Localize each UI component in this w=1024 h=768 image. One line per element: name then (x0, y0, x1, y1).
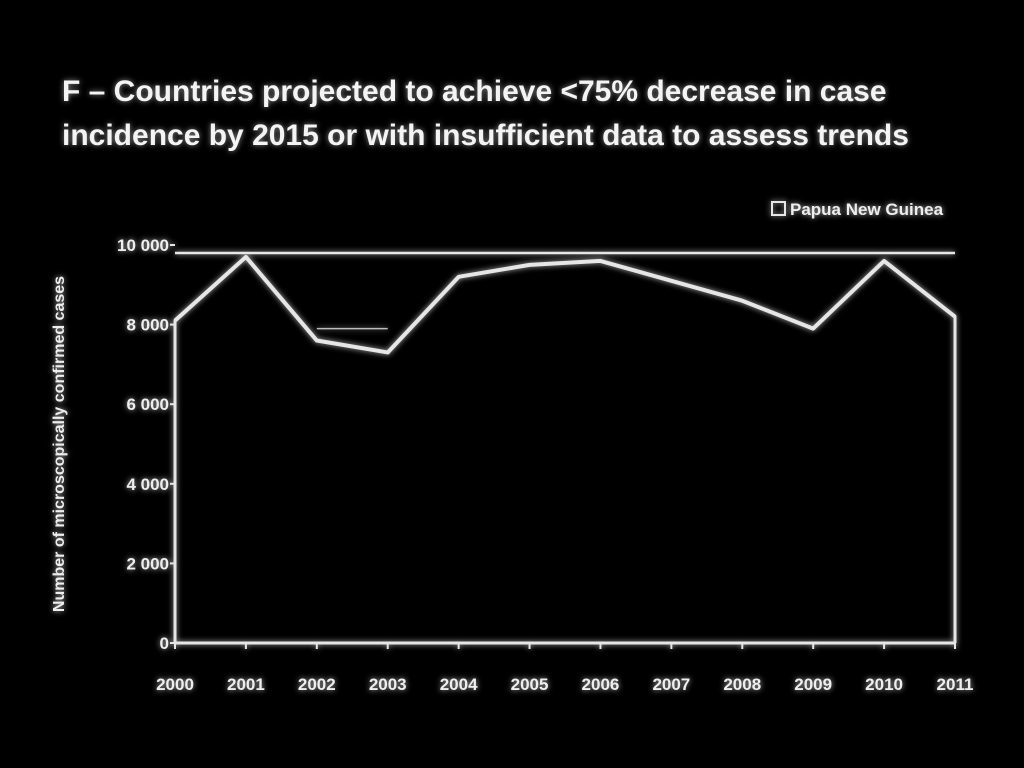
data-point (740, 299, 744, 303)
y-tick-label: 0 (160, 634, 169, 653)
chart-title-line-1: F – Countries projected to achieve <75% … (62, 75, 887, 108)
data-point (669, 279, 673, 283)
data-point (953, 315, 957, 319)
data-point (882, 259, 886, 263)
series-line-0 (173, 254, 957, 355)
y-tick-label: 4 000 (126, 475, 169, 494)
legend-swatch (771, 201, 786, 216)
y-axis-label: Number of microscopically confirmed case… (51, 276, 68, 612)
x-tick-label: 2001 (227, 675, 265, 694)
chart-title: F – Countries projected to achieve <75% … (62, 70, 962, 158)
legend-label: Papua New Guinea (790, 200, 944, 219)
y-tick-label: 10 000 (117, 236, 169, 255)
data-point (244, 255, 248, 259)
x-tick-label: 2005 (511, 675, 549, 694)
x-tick-label: 2004 (440, 675, 478, 694)
x-tick-label: 2007 (652, 675, 690, 694)
x-tick-label: 2008 (723, 675, 761, 694)
x-tick-label: 2010 (865, 675, 903, 694)
x-tick-label: 2003 (369, 675, 407, 694)
x-tick-label: 2011 (937, 675, 974, 694)
y-tick-label: 6 000 (126, 395, 169, 414)
x-tick-label: 2009 (794, 675, 832, 694)
chart-title-line-2: incidence by 2015 or with insufficient d… (62, 119, 909, 152)
x-tick-label: 2006 (582, 675, 620, 694)
data-point (173, 319, 177, 323)
data-point (598, 259, 602, 263)
y-tick-label: 8 000 (126, 316, 169, 335)
data-point (528, 263, 532, 267)
data-point (811, 327, 815, 331)
x-tick-label: 2002 (298, 675, 336, 694)
x-tick-label: 2000 (156, 675, 194, 694)
data-point (386, 350, 390, 354)
data-point (457, 275, 461, 279)
y-tick-label: 2 000 (126, 554, 169, 573)
legend: Papua New Guinea (771, 200, 944, 219)
data-point (315, 339, 319, 343)
